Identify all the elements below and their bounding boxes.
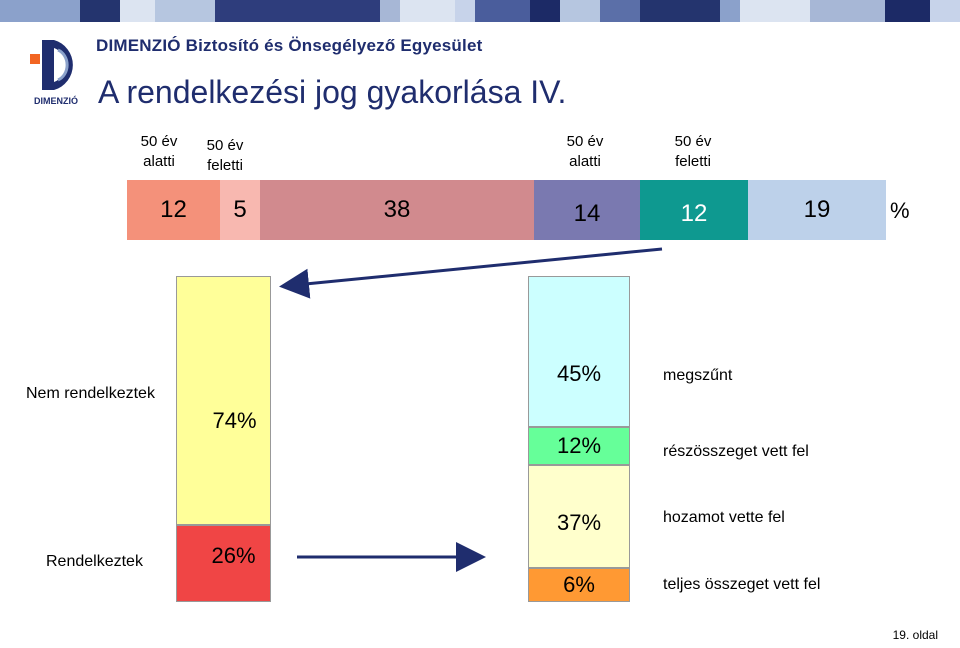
arrow-to-left-bar	[279, 247, 663, 299]
right-bar-hozamot-value: 37%	[556, 510, 602, 535]
label-nem-rendelkeztek: Nem rendelkeztek	[26, 385, 155, 402]
right-bar-reszosszeget: 12%	[528, 427, 630, 465]
header-over-50-a: 50 év feletti	[206, 137, 244, 174]
header-under-50-a: 50 év alatti	[140, 133, 178, 170]
label-reszosszeget: részösszeget vett fel	[663, 443, 809, 460]
label-rendelkeztek: Rendelkeztek	[46, 553, 143, 570]
top-segment-14: 14	[534, 180, 640, 240]
page-title: A rendelkezési jog gyakorlása IV.	[98, 74, 567, 110]
top-segment-19: 19	[748, 180, 886, 240]
header-over-50-b: 50 év feletti	[674, 133, 712, 170]
left-bar-rend-value: 26%	[211, 542, 256, 568]
left-bar-nem-value: 74%	[212, 407, 257, 433]
top-unit-label: %	[890, 198, 910, 223]
dimenzio-logo: DIMENZIÓ	[28, 36, 84, 108]
right-bar-megszunt: 45%	[528, 276, 630, 427]
label-megszunt: megszűnt	[663, 367, 733, 384]
top-segment-12b: 12	[640, 180, 748, 240]
label-hozamot: hozamot vette fel	[663, 509, 785, 526]
right-bar-hozamot: 37%	[528, 465, 630, 568]
left-bar-nem: 74%	[176, 276, 271, 525]
right-bar-teljes-value: 6%	[563, 572, 595, 597]
company-name: DIMENZIÓ Biztosító és Önsegélyező Egyesü…	[96, 36, 483, 55]
top-segment-12a: 12	[127, 180, 220, 240]
top-segment-5: 5	[220, 180, 260, 240]
right-bar-megszunt-value: 45%	[556, 361, 602, 386]
top-segment-38: 38	[260, 180, 534, 240]
header-under-50-b: 50 év alatti	[566, 133, 604, 170]
right-bar-reszosszeget-value: 12%	[556, 433, 602, 458]
right-bar-teljes: 6%	[528, 568, 630, 602]
left-bar-rend: 26%	[176, 525, 271, 602]
page-number: 19. oldal	[892, 628, 938, 642]
label-teljes: teljes összeget vett fel	[663, 576, 821, 593]
logo-text: DIMENZIÓ	[34, 96, 78, 106]
top-decorative-stripe	[0, 0, 960, 22]
